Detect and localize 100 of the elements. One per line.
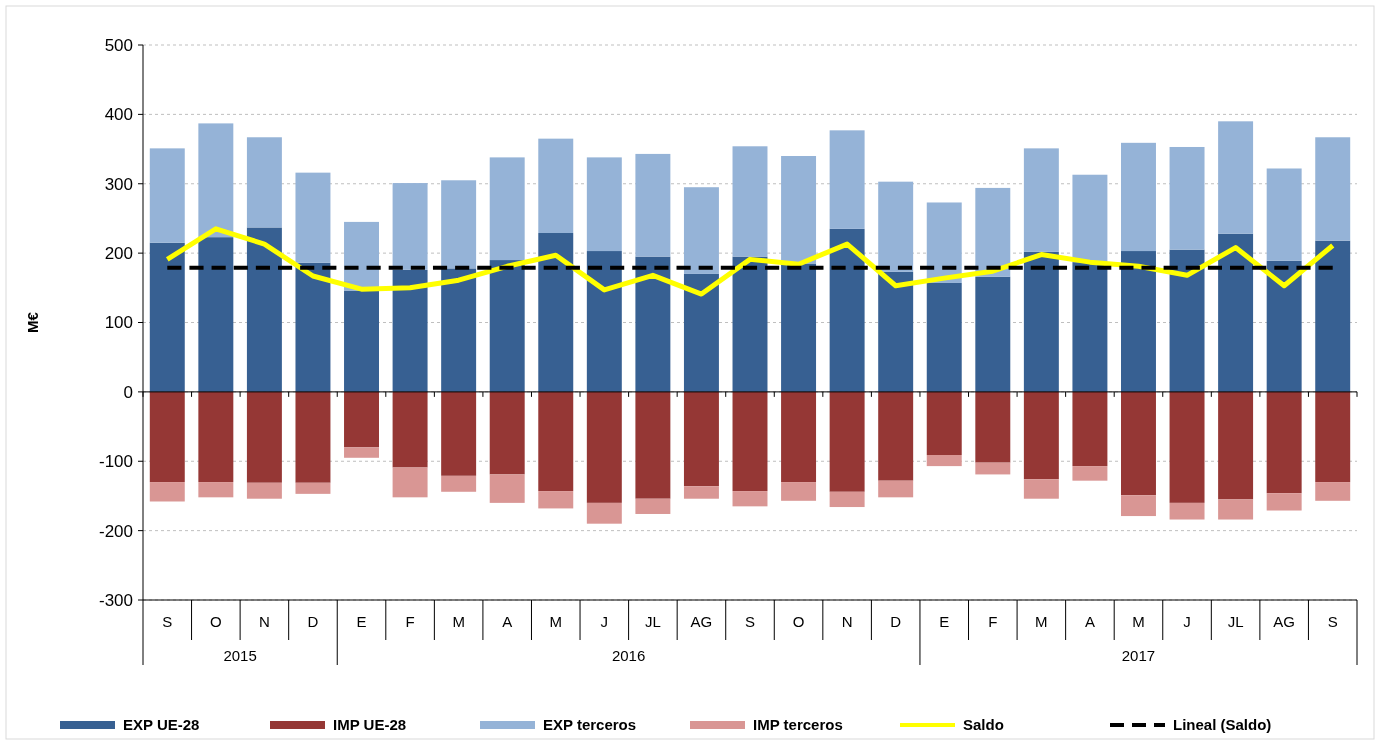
legend-label: Lineal (Saldo) xyxy=(1173,716,1272,734)
legend-label: EXP UE-28 xyxy=(123,716,200,734)
x-tick-label: F xyxy=(405,613,415,630)
bar xyxy=(149,391,185,483)
bar xyxy=(1072,391,1108,467)
x-tick-label: O xyxy=(792,613,805,630)
x-tick-label: A xyxy=(1084,613,1095,630)
x-tick-label: S xyxy=(162,613,173,630)
bar xyxy=(1072,466,1108,481)
bar xyxy=(246,137,282,228)
bar xyxy=(441,475,477,492)
bar xyxy=(829,391,865,492)
bar xyxy=(392,391,428,468)
bar xyxy=(635,153,671,257)
bar xyxy=(1315,391,1351,483)
x-tick-label: N xyxy=(258,613,270,630)
bar xyxy=(441,180,477,269)
x-tick-label: F xyxy=(988,613,998,630)
bar xyxy=(1218,499,1254,520)
bar xyxy=(1315,137,1351,241)
bar xyxy=(538,391,574,492)
bar xyxy=(732,491,768,507)
bar xyxy=(441,268,477,392)
bar xyxy=(878,181,914,272)
y-tick-label: 0 xyxy=(123,382,133,402)
bar xyxy=(1169,391,1205,503)
x-tick-label: D xyxy=(307,613,319,630)
y-tick-label: -100 xyxy=(98,452,133,472)
bar xyxy=(295,262,331,392)
bar xyxy=(1315,240,1351,392)
bar xyxy=(1121,142,1156,252)
bar xyxy=(538,233,574,392)
bar xyxy=(829,130,865,229)
legend-label: EXP terceros xyxy=(543,716,637,734)
x-tick-label: A xyxy=(502,613,513,630)
bar xyxy=(198,391,234,483)
text: 2017 xyxy=(1121,647,1156,664)
bar xyxy=(1121,391,1156,496)
bar xyxy=(975,276,1011,392)
bar xyxy=(1169,146,1205,250)
x-tick-label: O xyxy=(210,613,222,630)
bar xyxy=(683,391,719,487)
bar xyxy=(732,391,768,492)
bar xyxy=(829,228,865,392)
bar xyxy=(149,148,185,243)
bar xyxy=(1072,262,1108,392)
bar xyxy=(344,391,379,448)
bar xyxy=(635,498,671,514)
bar xyxy=(295,391,331,483)
bar xyxy=(1266,493,1302,511)
bar xyxy=(732,256,768,392)
bar xyxy=(829,491,865,508)
y-tick-label: -200 xyxy=(98,521,133,541)
x-tick-label: S xyxy=(1327,613,1338,630)
bar xyxy=(975,391,1011,463)
x-tick-label: N xyxy=(841,613,853,630)
bar xyxy=(1218,391,1254,500)
x-tick-label: E xyxy=(939,613,950,630)
bar xyxy=(975,462,1011,475)
bar xyxy=(635,391,671,499)
bar xyxy=(781,156,817,264)
x-tick-label: AG xyxy=(1273,613,1295,630)
bar xyxy=(683,273,719,392)
bar xyxy=(878,480,914,498)
bar xyxy=(781,263,817,392)
bar xyxy=(683,187,719,274)
bar xyxy=(878,271,914,392)
bar xyxy=(149,242,185,392)
x-tick-label: JL xyxy=(644,613,661,630)
bar xyxy=(149,482,185,502)
bar xyxy=(295,482,331,494)
y-tick-label: 500 xyxy=(104,35,133,55)
x-tick-label: JL xyxy=(1227,613,1244,630)
y-axis-title: M€ xyxy=(24,311,41,333)
bar xyxy=(538,491,574,509)
bar xyxy=(198,123,234,238)
bar xyxy=(489,260,525,392)
bar xyxy=(1023,148,1059,252)
bar xyxy=(732,146,768,257)
bar xyxy=(246,227,282,392)
bar xyxy=(1218,121,1254,234)
bar xyxy=(1315,482,1351,501)
bar xyxy=(392,183,428,270)
y-tick-label: 100 xyxy=(104,313,133,333)
bar xyxy=(926,282,962,392)
bar xyxy=(1121,251,1156,392)
bar xyxy=(489,157,525,261)
bar xyxy=(392,467,428,498)
legend-label: IMP UE-28 xyxy=(333,716,407,734)
bar xyxy=(1169,249,1205,392)
bar xyxy=(198,482,234,498)
legend-label: Saldo xyxy=(963,716,1004,734)
bar xyxy=(198,237,234,392)
bar xyxy=(392,269,428,392)
bar xyxy=(586,251,622,392)
x-tick-label: M xyxy=(1132,613,1145,630)
bar xyxy=(344,447,379,458)
bar xyxy=(975,187,1011,277)
bar xyxy=(1169,502,1205,520)
x-tick-label: AG xyxy=(690,613,713,630)
